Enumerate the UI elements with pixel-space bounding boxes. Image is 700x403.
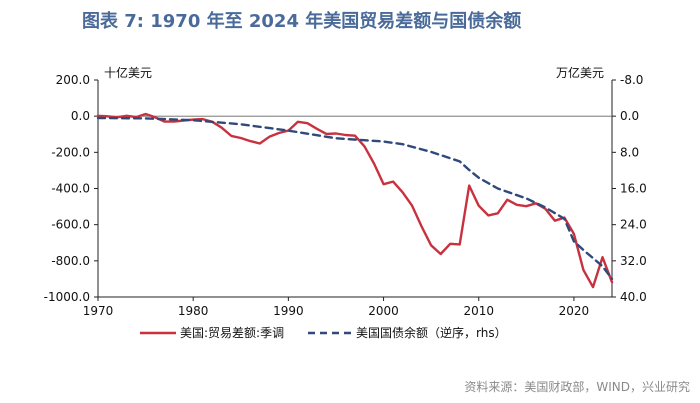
left-axis-unit: 十亿美元 xyxy=(104,65,152,80)
series-treasury-debt xyxy=(96,116,614,281)
treasury-debt-line xyxy=(96,116,614,281)
right-tick-label: 16.0 xyxy=(620,182,647,196)
x-tick-label: 2020 xyxy=(559,304,590,318)
x-tick-label: 2010 xyxy=(463,304,494,318)
left-tick-label: 200.0 xyxy=(56,73,90,87)
source-note: 资料来源：美国财政部，WIND，兴业研究 xyxy=(464,379,690,394)
right-tick-label: 24.0 xyxy=(620,218,647,232)
left-tick-label: -800.0 xyxy=(51,254,90,268)
left-tick-label: 0.0 xyxy=(71,109,90,123)
right-tick-label: -8.0 xyxy=(620,73,643,87)
series-layer xyxy=(96,112,614,289)
right-tick-label: 0.0 xyxy=(620,109,639,123)
legend: 美国:贸易差额:季调 美国国债余额（逆序，rhs） xyxy=(140,325,507,340)
left-tick-label: -200.0 xyxy=(51,145,90,159)
legend-debt-label: 美国国债余额（逆序，rhs） xyxy=(356,325,507,340)
right-axis-unit: 万亿美元 xyxy=(556,65,604,80)
x-tick-label: 1970 xyxy=(83,304,114,318)
x-tick-label: 1980 xyxy=(178,304,209,318)
right-tick-label: 8.0 xyxy=(620,145,639,159)
chart-title: 图表 7: 1970 年至 2024 年美国贸易差额与国债余额 xyxy=(82,10,521,32)
legend-trade-label: 美国:贸易差额:季调 xyxy=(180,326,284,340)
x-axis-ticks: 1970 1980 1990 2000 2010 2020 xyxy=(83,297,589,318)
right-tick-label: 32.0 xyxy=(620,254,647,268)
x-tick-label: 2000 xyxy=(368,304,399,318)
left-tick-label: -600.0 xyxy=(51,218,90,232)
plot-area xyxy=(97,80,613,298)
left-tick-label: -400.0 xyxy=(51,182,90,196)
left-tick-label: -1000.0 xyxy=(44,290,90,304)
left-axis-ticks: 200.0 0.0 -200.0 -400.0 -600.0 -800.0 -1000.0 xyxy=(44,73,98,304)
x-tick-label: 1990 xyxy=(273,304,304,318)
right-tick-label: 40.0 xyxy=(620,290,647,304)
right-axis-ticks: -8.0 0.0 8.0 16.0 24.0 32.0 40.0 xyxy=(612,73,647,304)
